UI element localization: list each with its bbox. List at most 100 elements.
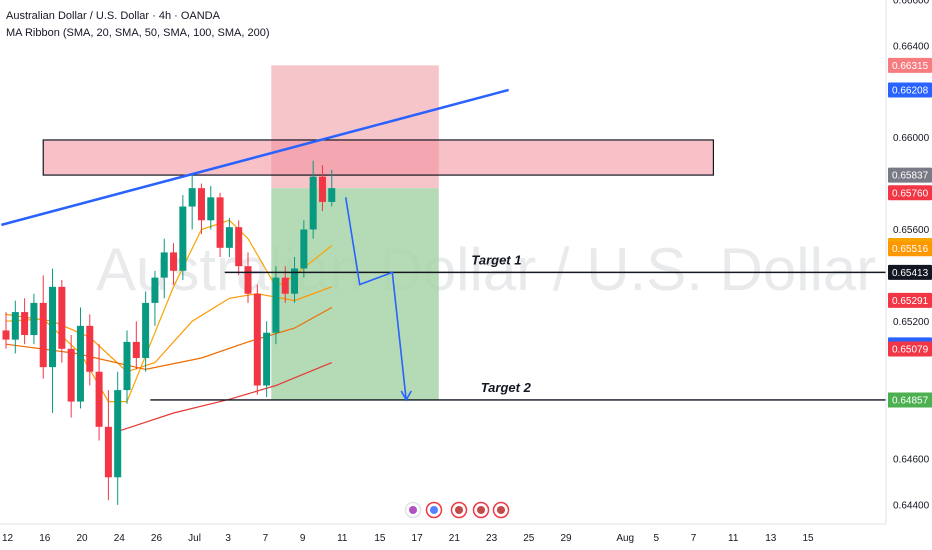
economic-event-icon bbox=[492, 501, 510, 519]
candle bbox=[272, 266, 280, 345]
candle-body bbox=[300, 229, 308, 269]
candle bbox=[263, 321, 271, 397]
candle-body bbox=[281, 277, 289, 294]
candle bbox=[253, 284, 261, 395]
candle bbox=[49, 268, 57, 414]
x-tick-label: 11 bbox=[728, 533, 739, 544]
target-label-1: Target 1 bbox=[471, 252, 521, 267]
candle-body bbox=[30, 302, 38, 336]
price-badge-label: 0.65079 bbox=[892, 345, 929, 356]
candle-body bbox=[142, 302, 150, 358]
candle-body bbox=[328, 188, 336, 202]
candle bbox=[235, 220, 243, 276]
price-badge-bg bbox=[888, 241, 932, 257]
candle-body bbox=[197, 188, 205, 221]
candle-body bbox=[132, 341, 140, 358]
target-label-2: Target 2 bbox=[481, 380, 532, 395]
candle bbox=[170, 243, 178, 285]
candle bbox=[39, 275, 47, 379]
candle bbox=[318, 165, 326, 212]
y-tick-label: 0.65600 bbox=[893, 225, 930, 236]
x-tick-label: 25 bbox=[523, 533, 535, 544]
price-badge-label: 0.66208 bbox=[892, 85, 929, 96]
candle-body bbox=[76, 325, 84, 402]
x-tick-label: 21 bbox=[449, 533, 461, 544]
event-flag bbox=[455, 506, 463, 514]
price-badge-bg bbox=[888, 292, 932, 308]
candle-body bbox=[225, 227, 233, 248]
candle-body bbox=[272, 277, 280, 333]
candle bbox=[132, 321, 140, 370]
price-badge-label: 0.65760 bbox=[892, 188, 929, 199]
candle bbox=[104, 390, 112, 501]
y-tick-label: 0.66600 bbox=[893, 0, 930, 7]
x-tick-label: 7 bbox=[691, 533, 697, 544]
candle bbox=[67, 335, 75, 418]
x-tick-label: Aug bbox=[616, 533, 634, 544]
candle bbox=[179, 195, 187, 280]
price-badge: 0.65837 bbox=[888, 167, 932, 183]
price-badge: 0.65516 bbox=[888, 241, 932, 257]
price-badge: 0.64857 bbox=[888, 392, 932, 408]
event-flag bbox=[497, 506, 505, 514]
x-tick-label: 3 bbox=[225, 533, 231, 544]
candle bbox=[244, 252, 252, 303]
price-badge-bg bbox=[888, 341, 932, 357]
projection-arrowhead bbox=[400, 390, 412, 402]
price-badge: 0.65413 bbox=[888, 264, 932, 280]
candle bbox=[114, 371, 122, 505]
candle-body bbox=[39, 302, 47, 368]
price-badge-bg bbox=[888, 185, 932, 201]
y-tick-label: 0.64600 bbox=[893, 454, 930, 465]
candle-body bbox=[309, 176, 317, 230]
candle-body bbox=[21, 312, 29, 336]
x-tick-label: 23 bbox=[486, 533, 498, 544]
candle-body bbox=[67, 348, 75, 402]
x-tick-label: 24 bbox=[114, 533, 126, 544]
candle-body bbox=[2, 330, 10, 340]
ma-line-sma-100 bbox=[5, 306, 333, 371]
candle-body bbox=[244, 266, 252, 294]
candle bbox=[123, 330, 131, 404]
x-tick-label: 17 bbox=[412, 533, 424, 544]
price-badge: 0.66315 bbox=[888, 57, 932, 73]
x-tick-label: 5 bbox=[654, 533, 660, 544]
candle bbox=[142, 291, 150, 372]
time-axis-bg bbox=[0, 524, 932, 550]
price-badge-label: 0.65837 bbox=[892, 171, 929, 182]
candle bbox=[300, 220, 308, 278]
y-tick-label: 0.65200 bbox=[893, 317, 930, 328]
price-badge-bg bbox=[888, 264, 932, 280]
candle bbox=[225, 217, 233, 257]
candle-body bbox=[188, 188, 196, 207]
candle-body bbox=[216, 197, 224, 248]
candle-body bbox=[104, 426, 112, 478]
indicator-legend: MA Ribbon (SMA, 20, SMA, 50, SMA, 100, S… bbox=[6, 27, 270, 39]
economic-event-icon bbox=[425, 501, 443, 519]
x-tick-label: 26 bbox=[151, 533, 163, 544]
candle bbox=[328, 169, 336, 207]
candle-body bbox=[207, 197, 215, 221]
chart-title: Australian Dollar / U.S. Dollar · 4h · O… bbox=[6, 10, 220, 22]
candle bbox=[188, 174, 196, 230]
x-tick-label: 9 bbox=[300, 533, 306, 544]
economic-event-icon bbox=[472, 501, 490, 519]
projection-path bbox=[344, 197, 407, 401]
trendline bbox=[1, 88, 509, 227]
price-badge-label: 0.64857 bbox=[892, 395, 929, 406]
candle-body bbox=[123, 341, 131, 391]
candle-body bbox=[58, 286, 66, 349]
price-badge-bg bbox=[888, 167, 932, 183]
candle-body bbox=[253, 293, 261, 386]
candle-body bbox=[151, 277, 159, 303]
x-tick-label: 13 bbox=[765, 533, 777, 544]
candle bbox=[95, 344, 103, 441]
candle bbox=[11, 300, 19, 354]
price-badge: 0.66208 bbox=[888, 82, 932, 98]
x-tick-label: 7 bbox=[263, 533, 269, 544]
candle-body bbox=[86, 325, 94, 372]
candle-body bbox=[179, 206, 187, 271]
candle bbox=[58, 279, 66, 363]
